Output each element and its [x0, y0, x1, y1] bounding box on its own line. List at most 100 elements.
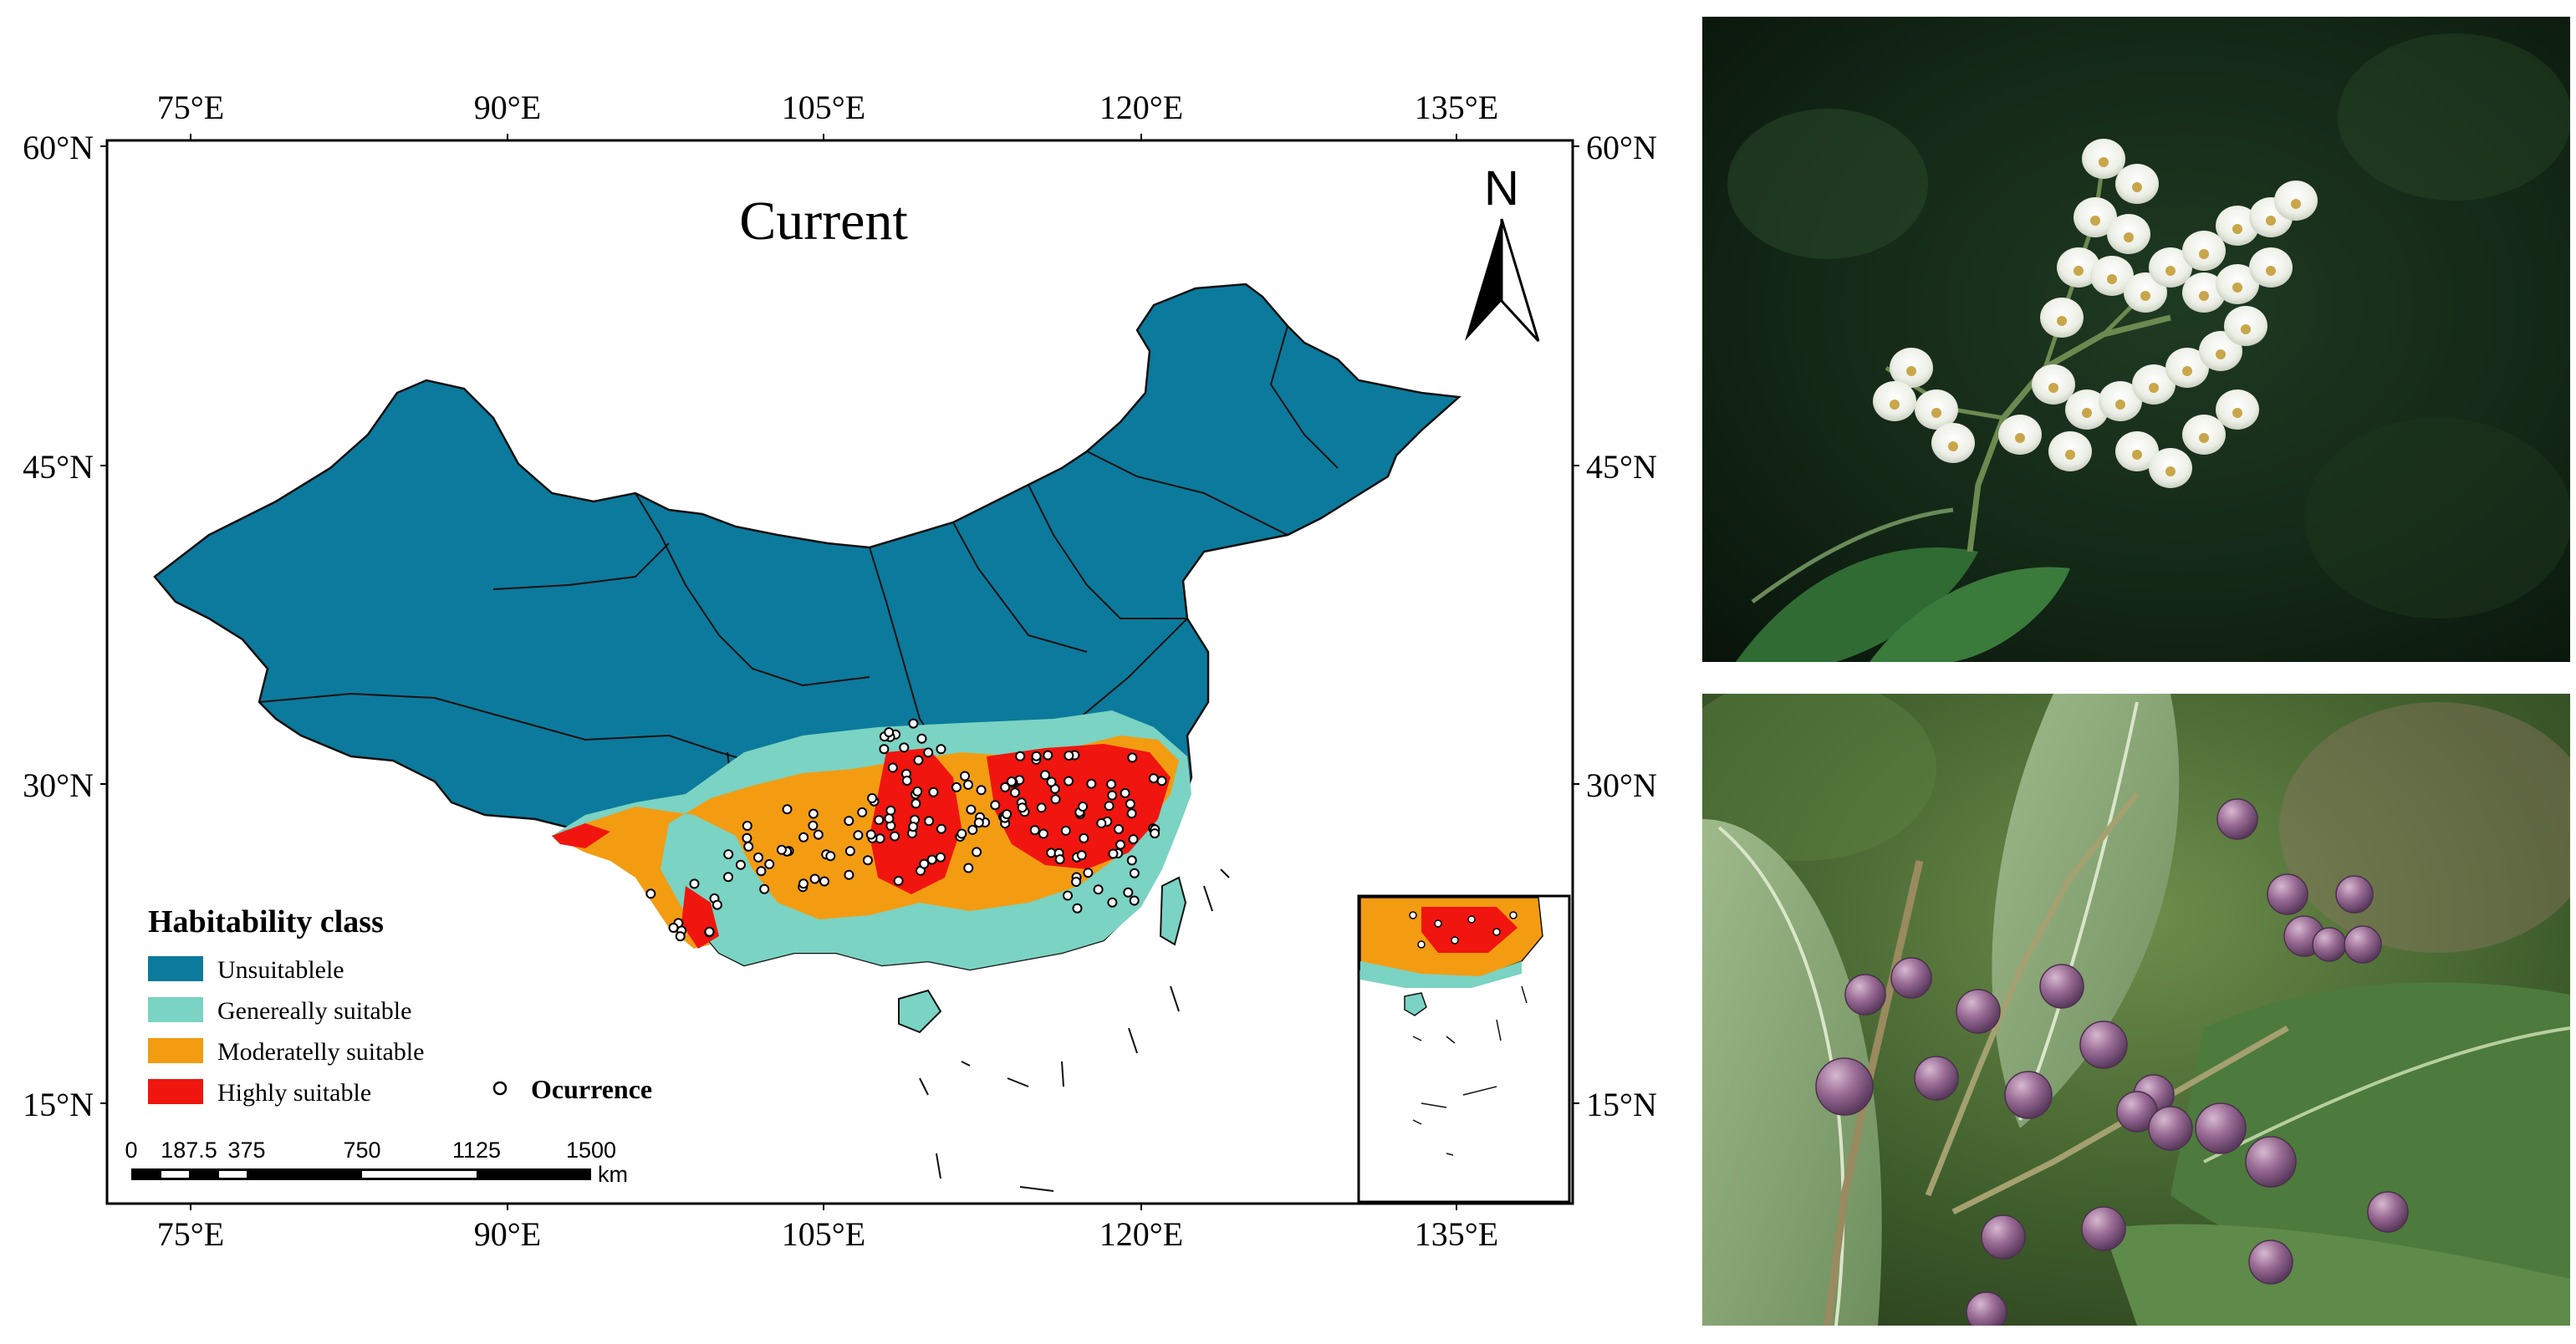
lat-label-left: 45°N [23, 448, 94, 486]
occurrence-point [911, 798, 921, 809]
occurrence-point [1031, 751, 1042, 761]
legend-item-moderately-suitable: Moderatelly suitable [148, 1038, 424, 1066]
occurrence-point [1071, 877, 1082, 887]
flower-bell [2032, 364, 2075, 405]
lon-label-top: 120°E [1099, 89, 1183, 126]
lat-label-right: 45°N [1586, 448, 1657, 486]
occurrence-point [887, 762, 898, 773]
flower-bell [2048, 431, 2092, 471]
lat-tick-60: 60°N 60°N [23, 129, 1657, 166]
scale-unit: km [598, 1162, 628, 1187]
berry [2248, 1240, 2293, 1285]
occurrence-point [963, 863, 974, 873]
occurrence-point [916, 733, 927, 744]
occurrence-point [689, 878, 700, 889]
occurrence-point [1086, 778, 1097, 789]
lon-tick-105: 105°E 105°E [782, 89, 865, 1253]
occurrence-point [668, 923, 679, 933]
berry [1981, 1214, 2026, 1260]
occurrence-point [1148, 773, 1159, 784]
occurrence-point [853, 830, 864, 841]
berry [2367, 1191, 2409, 1233]
occurrence-point [1063, 890, 1073, 901]
lat-label-left: 15°N [23, 1086, 94, 1123]
occurrence-point [972, 847, 982, 858]
berry [1815, 1057, 1874, 1116]
berry [2312, 927, 2347, 962]
occurrence-point [926, 854, 937, 865]
south-sea-islets [919, 868, 1230, 1192]
occurrence-point [936, 744, 946, 755]
taiwan-island [1159, 876, 1187, 946]
flower-bell [2249, 247, 2293, 288]
occurrence-point [899, 742, 910, 753]
flower-bell [2216, 264, 2259, 304]
lat-tick-15: 15°N 15°N [23, 1086, 1657, 1123]
occurrence-point [764, 858, 775, 869]
occurrence-point [908, 822, 919, 832]
occurrence-point [924, 816, 935, 827]
occurrence-point [809, 873, 820, 884]
occurrence-point [973, 817, 984, 828]
north-arrow-icon [1465, 219, 1502, 341]
berry [2267, 873, 2308, 915]
occurrence-point [1125, 798, 1135, 809]
occurrence-point [1129, 868, 1140, 878]
occurrence-marker-icon [492, 1081, 508, 1096]
occurrence-point [1054, 854, 1065, 865]
lat-label-left: 30°N [23, 766, 94, 804]
flower-bell [1998, 415, 2042, 455]
lat-label-right: 60°N [1586, 129, 1657, 166]
occurrence-point [884, 813, 895, 824]
flower-bell [1915, 389, 1958, 430]
occurrence-point [844, 846, 855, 857]
lon-label-bottom: 90°E [474, 1215, 541, 1253]
occurrence-point [1126, 808, 1137, 819]
occurrence-point [1127, 752, 1138, 763]
occurrence-point [1123, 887, 1134, 898]
north-label: N [1484, 161, 1519, 216]
lat-tick-30: 30°N 30°N [23, 766, 1657, 804]
occurrence-point [844, 816, 854, 827]
lat-label-right: 15°N [1586, 1086, 1657, 1123]
occurrence-point [1096, 818, 1107, 828]
occurrence-point [1434, 919, 1442, 928]
occurrence-point [884, 727, 895, 738]
occurrence-point [1114, 824, 1124, 835]
occurrence-point [1072, 903, 1083, 914]
occurrence-point [844, 869, 854, 880]
flower-bell [2132, 364, 2176, 405]
inset-hainan [1404, 992, 1427, 1016]
occurrence-point [919, 858, 930, 869]
lon-axis: 75°E 75°E 90°E 90°E 105°E 105°E 120°E 12… [157, 89, 1498, 1253]
occurrence-point [901, 776, 912, 786]
occurrence-point [1126, 855, 1137, 866]
lon-label-top: 90°E [474, 89, 541, 126]
occurrence-point [1115, 839, 1126, 850]
occurrence-point [1417, 940, 1426, 949]
occurrence-point [1006, 776, 1017, 787]
occurrence-point [759, 883, 770, 894]
occurrence-point [645, 888, 656, 899]
occurrence-point [776, 844, 787, 855]
berry [2344, 925, 2382, 964]
occurrence-point [893, 875, 904, 886]
berry [1890, 957, 1932, 999]
occurrence-point [1050, 794, 1061, 805]
lon-tick-135: 135°E 135°E [1415, 89, 1498, 1253]
berry [1844, 974, 1886, 1016]
occurrence-point [963, 779, 973, 790]
occurrence-point [798, 878, 809, 889]
flower-bell [2149, 247, 2192, 288]
occurrence-point [890, 831, 900, 842]
occurrence-point [1509, 911, 1518, 919]
occurrence-point [1017, 802, 1028, 813]
occurrence-point [928, 787, 939, 797]
berry [2195, 1102, 2247, 1154]
lon-tick-90: 90°E 90°E [474, 89, 541, 1253]
occurrence-point [743, 841, 754, 852]
lon-label-bottom: 120°E [1099, 1215, 1183, 1253]
occurrence-point [1010, 787, 1020, 798]
flower-bell [2065, 389, 2109, 430]
